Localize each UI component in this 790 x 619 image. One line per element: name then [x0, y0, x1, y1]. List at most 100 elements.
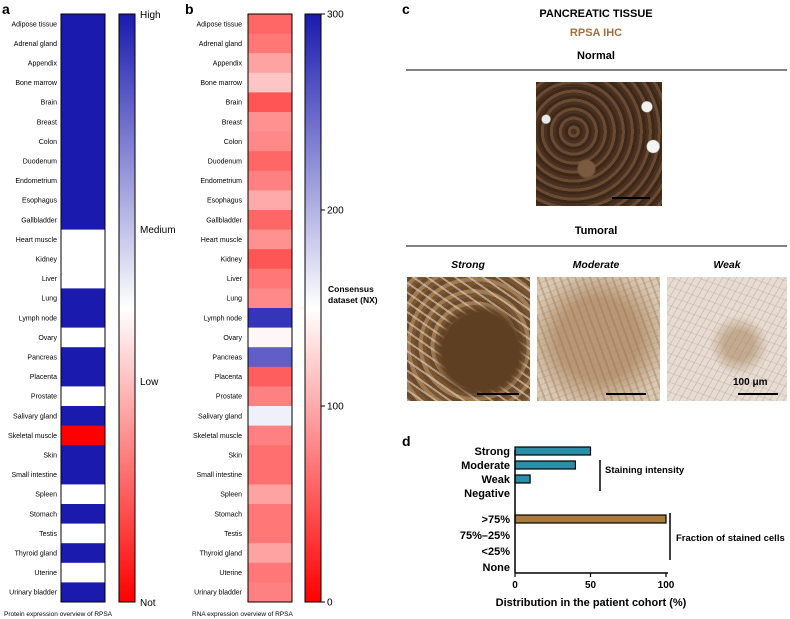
- rna-tissue-label: Prostate: [216, 394, 242, 401]
- rna-tissue-label: Ovary: [223, 335, 242, 342]
- protein-cell-9: [61, 190, 105, 211]
- protein-colorbar: [118, 13, 136, 603]
- rna-cell-7: [248, 151, 292, 172]
- group-label-fraction: Fraction of stained cells: [676, 533, 785, 544]
- group-label-intensity: Staining intensity: [605, 465, 685, 476]
- rna-tissue-label: Heart muscle: [201, 237, 242, 244]
- rna-colorbar-label-1: Consensus: [328, 284, 374, 294]
- bar-category-label: Negative: [464, 488, 510, 500]
- rna-cell-6: [248, 131, 292, 152]
- panel-c-title: PANCREATIC TISSUE: [539, 8, 652, 20]
- rna-colorbar-label-2: dataset (NX): [328, 295, 378, 305]
- rna-cell-15: [248, 308, 292, 328]
- protein-tissue-label: Gallbladder: [21, 217, 57, 224]
- colorbar-a-medium: Medium: [140, 225, 176, 236]
- colorbar-a-low: Low: [140, 377, 159, 388]
- protein-cell-12: [61, 249, 105, 270]
- protein-tissue-label: Thyroid gland: [15, 551, 58, 558]
- protein-tissue-label: Uterine: [34, 570, 57, 577]
- rna-tissue-label: Salivary gland: [198, 413, 242, 420]
- protein-tissue-label: Skeletal muscle: [8, 433, 57, 440]
- protein-tissue-label: Prostate: [31, 394, 57, 401]
- rna-heatmap: [247, 13, 293, 603]
- rna-cell-3: [248, 72, 292, 93]
- rna-tissue-label: Brain: [226, 100, 242, 107]
- protein-cell-4: [61, 92, 105, 113]
- rna-tissue-label: Pancreas: [212, 355, 242, 362]
- rna-cell-21: [248, 425, 292, 446]
- rna-cell-10: [248, 210, 292, 230]
- rna-cell-27: [248, 543, 292, 564]
- rna-tissue-label: Adrenal gland: [199, 41, 242, 48]
- normal-scale-bar: [612, 197, 650, 199]
- protein-tissue-label: Urinary bladder: [9, 590, 58, 597]
- protein-cell-26: [61, 523, 105, 544]
- rna-cell-20: [248, 406, 292, 426]
- protein-tissue-label: Colon: [39, 139, 57, 146]
- bar-category-label: None: [483, 562, 511, 574]
- grade-moderate-label: Moderate: [573, 259, 620, 271]
- protein-tissue-label: Salivary gland: [13, 413, 57, 420]
- rna-cell-12: [248, 249, 292, 270]
- rna-cell-18: [248, 366, 292, 387]
- protein-tissue-label: Testis: [39, 531, 57, 538]
- protein-tissue-label: Pancreas: [27, 355, 57, 362]
- rna-colorbar-tick-label: 200: [327, 206, 344, 217]
- protein-tissue-label: Heart muscle: [16, 237, 57, 244]
- rna-cell-14: [248, 288, 292, 309]
- bar-category-label: >75%: [482, 514, 511, 526]
- rna-tissue-label: Gallbladder: [206, 217, 242, 224]
- rna-tissue-label: Skin: [228, 453, 242, 460]
- rna-tissue-label: Appendix: [213, 61, 243, 68]
- protein-cell-20: [61, 406, 105, 426]
- bar-2: [514, 474, 531, 484]
- protein-tissue-label: Spleen: [35, 492, 57, 499]
- normal-label: Normal: [577, 50, 615, 62]
- rna-tissue-label: Spleen: [220, 492, 242, 499]
- moderate-micrograph: [537, 277, 660, 401]
- panel-label-c: c: [402, 1, 410, 17]
- protein-tissue-label: Breast: [37, 119, 57, 126]
- protein-cell-3: [61, 72, 105, 93]
- bar-x-tick-label: 100: [658, 580, 675, 591]
- protein-cell-14: [61, 288, 105, 309]
- rna-cell-23: [248, 464, 292, 485]
- protein-cell-7: [61, 151, 105, 172]
- rna-cell-4: [248, 92, 292, 113]
- rna-heatmap-title: RNA expression overview of RPSA: [192, 611, 293, 618]
- protein-cell-8: [61, 170, 105, 191]
- protein-tissue-label: Liver: [42, 276, 58, 283]
- rna-heatmap-frame: [247, 13, 293, 603]
- rna-colorbar-ticks: 0 100 200 300: [321, 10, 344, 609]
- protein-cell-0: [61, 14, 105, 34]
- rna-colorbar-tick-label: 300: [327, 10, 344, 21]
- protein-cell-11: [61, 229, 105, 250]
- protein-cell-5: [61, 112, 105, 132]
- protein-heatmap-frame: [60, 13, 106, 603]
- protein-tissue-label: Small intestine: [11, 472, 57, 479]
- protein-cell-23: [61, 464, 105, 485]
- protein-cell-28: [61, 562, 105, 583]
- rna-colorbar-tick-label: 100: [327, 402, 344, 413]
- protein-tissue-label: Lymph node: [19, 315, 57, 322]
- rna-tissue-label: Thyroid gland: [200, 551, 243, 558]
- rna-tissue-label: Breast: [222, 119, 242, 126]
- protein-heatmap-tissue-labels: Adipose tissue Adrenal gland Appendix Bone …: [8, 21, 58, 596]
- protein-tissue-label: Duodenum: [23, 159, 57, 166]
- rna-tissue-label: Placenta: [215, 374, 242, 381]
- panel-label-b: b: [185, 1, 194, 17]
- rna-tissue-label: Endometrium: [200, 178, 242, 185]
- rna-cell-9: [248, 190, 292, 211]
- rna-tissue-label: Esophagus: [207, 198, 243, 205]
- rna-cell-22: [248, 445, 292, 466]
- rna-tissue-label: Kidney: [221, 257, 243, 264]
- rna-cell-5: [248, 112, 292, 132]
- protein-cell-2: [61, 53, 105, 74]
- protein-cell-16: [61, 327, 105, 348]
- protein-cell-27: [61, 543, 105, 564]
- rna-tissue-label: Small intestine: [196, 472, 242, 479]
- protein-tissue-label: Bone marrow: [15, 80, 58, 87]
- protein-tissue-label: Kidney: [36, 257, 58, 264]
- weak-scale-bar: [738, 393, 778, 395]
- protein-tissue-label: Stomach: [29, 511, 57, 518]
